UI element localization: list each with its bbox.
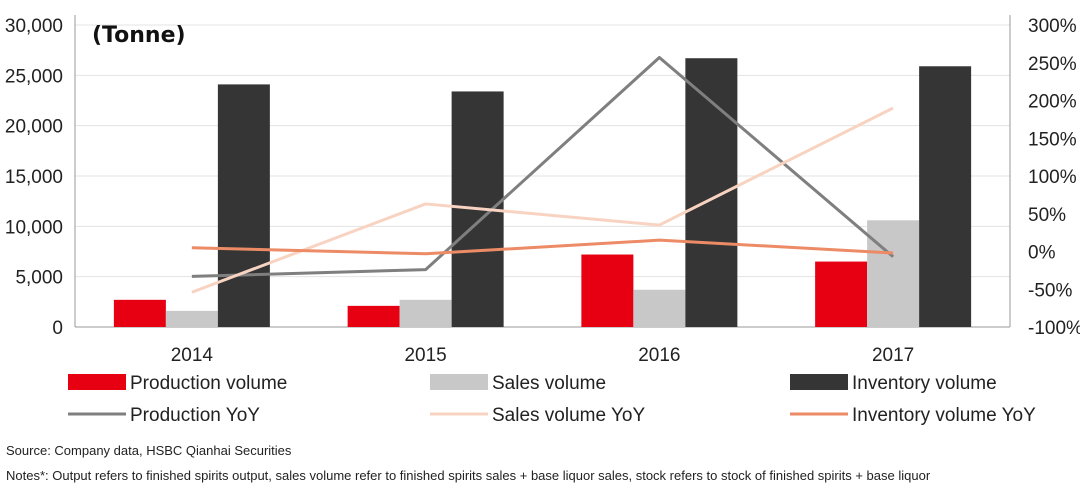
legend-swatch-sales-volume xyxy=(430,374,488,390)
bar-sales-volume xyxy=(633,289,686,327)
legend-label: Sales volume xyxy=(492,373,606,394)
bar-production-volume xyxy=(113,299,166,327)
notes: Notes*: Output refers to finished spirit… xyxy=(6,468,931,483)
x-tick-label: 2017 xyxy=(872,345,914,366)
y-left-tick-label: 30,000 xyxy=(5,16,63,37)
bar-production-volume xyxy=(581,254,634,327)
y-right-tick-label: 50% xyxy=(1028,205,1066,226)
y-right-tick-label: 200% xyxy=(1028,92,1077,113)
line-inventory-volume-yoy xyxy=(191,238,894,256)
bar-production-volume xyxy=(815,261,868,327)
unit-label: (Tonne) xyxy=(92,23,186,48)
bar-sales-volume xyxy=(867,220,920,327)
legend-swatch-production-volume xyxy=(68,374,126,390)
legend-label: Production volume xyxy=(130,373,287,394)
y-left-tick-label: 20,000 xyxy=(5,117,63,138)
y-right-tick-label: 0% xyxy=(1028,243,1056,264)
chart: 0 5,000 10,000 15,000 20,000 25,000 30,000 -100… xyxy=(5,15,1080,426)
y-left-tick-label: 25,000 xyxy=(5,66,63,87)
y-right-tick-label: -50% xyxy=(1028,280,1072,301)
bar-production-volume xyxy=(347,305,400,327)
bar-sales-volume xyxy=(165,310,218,327)
bar-inventory-volume xyxy=(919,66,972,328)
legend-label: Inventory volume xyxy=(852,373,997,394)
y-right-tick-label: 100% xyxy=(1028,167,1077,188)
y-left-tick-label: 0 xyxy=(52,318,63,339)
legend-swatch-inventory-volume xyxy=(790,374,848,390)
line-sales-volume-yoy xyxy=(191,106,894,294)
legend-label: Inventory volume YoY xyxy=(852,405,1036,426)
source-note: Source: Company data, HSBC Qianhai Secur… xyxy=(6,443,292,458)
y-left-tick-label: 5,000 xyxy=(15,268,63,289)
y-right-tick-label: 250% xyxy=(1028,54,1077,75)
bar-inventory-volume xyxy=(685,58,738,327)
bar-sales-volume xyxy=(399,299,452,327)
bar-inventory-volume xyxy=(217,84,270,327)
x-tick-label: 2015 xyxy=(404,345,446,366)
y-left-tick-label: 10,000 xyxy=(5,217,63,238)
y-left-tick-label: 15,000 xyxy=(5,167,63,188)
y-right-tick-label: 300% xyxy=(1028,16,1077,37)
line-production-yoy xyxy=(191,55,895,278)
x-tick-label: 2014 xyxy=(171,345,214,366)
y-right-tick-label: 150% xyxy=(1028,129,1077,150)
legend-label: Sales volume YoY xyxy=(492,405,645,426)
y-right-tick-label: -100% xyxy=(1028,318,1080,339)
legend-label: Production YoY xyxy=(130,405,260,426)
x-tick-label: 2016 xyxy=(638,345,680,366)
